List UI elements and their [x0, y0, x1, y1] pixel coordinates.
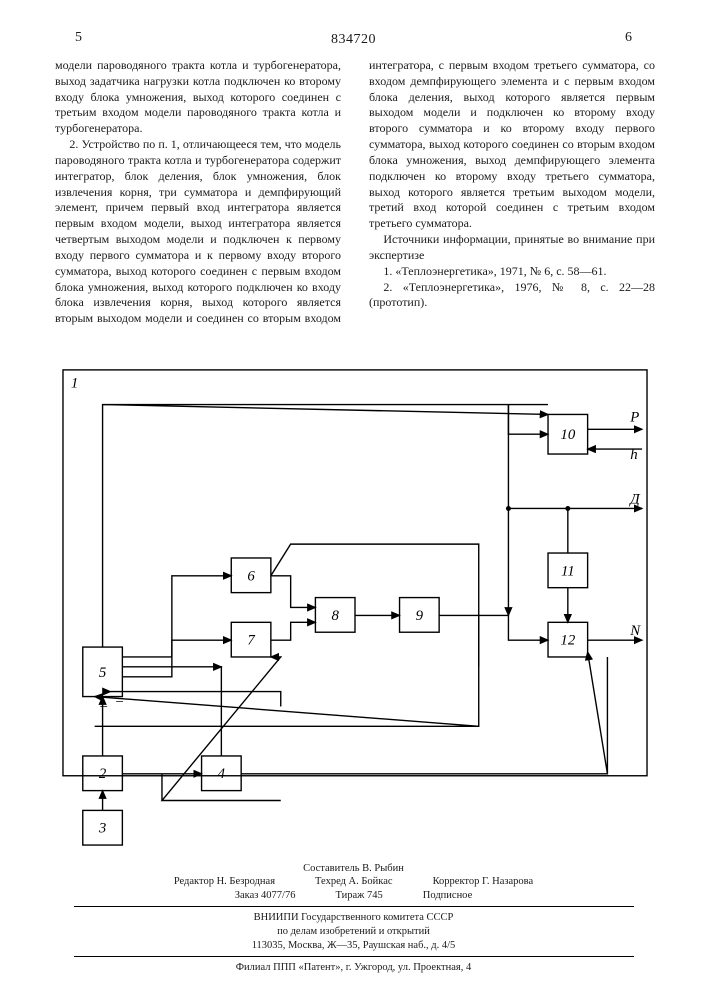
block-diagram: 123456789101112ДPhN−− [50, 360, 660, 850]
svg-text:1: 1 [71, 376, 78, 392]
svg-text:h: h [630, 447, 637, 463]
svg-text:2: 2 [99, 766, 107, 782]
imprint-editor: Редактор Н. Безродная [174, 875, 275, 889]
svg-text:6: 6 [247, 568, 255, 584]
imprint-corrector: Корректор Г. Назарова [433, 875, 534, 889]
patent-number: 834720 [0, 32, 707, 48]
svg-text:12: 12 [560, 633, 575, 649]
svg-text:7: 7 [247, 633, 255, 649]
imprint: Составитель В. Рыбин Редактор Н. Безродн… [0, 862, 707, 975]
imprint-sub: Подписное [423, 889, 472, 903]
svg-text:4: 4 [218, 766, 226, 782]
imprint-order: Заказ 4077/76 [235, 889, 296, 903]
svg-text:P: P [629, 409, 639, 425]
imprint-compiler: Составитель В. Рыбин [0, 862, 707, 876]
imprint-org1: ВНИИПИ Государственного комитета СССР [0, 911, 707, 925]
imprint-org2: по делам изобретений и открытий [0, 925, 707, 939]
ref-2: 2. «Теплоэнергетика», 1976, № 8, с. 22—2… [369, 280, 655, 312]
svg-text:N: N [629, 623, 641, 639]
imprint-tirage: Тираж 745 [335, 889, 382, 903]
ref-1: 1. «Теплоэнергетика», 1971, № 6, с. 58—6… [369, 264, 655, 280]
svg-text:3: 3 [98, 821, 106, 837]
refs-title: Источники информации, принятые во вниман… [369, 232, 655, 264]
svg-text:−: − [99, 699, 109, 715]
svg-text:8: 8 [331, 608, 339, 624]
svg-text:Д: Д [628, 492, 641, 508]
imprint-addr1: 113035, Москва, Ж—35, Раушская наб., д. … [0, 939, 707, 953]
svg-text:10: 10 [560, 427, 575, 443]
body-text: модели пароводяного тракта котла и турбо… [55, 58, 655, 327]
imprint-tech: Техред А. Бойкас [315, 875, 393, 889]
imprint-addr2: Филиал ППП «Патент», г. Ужгород, ул. Про… [0, 961, 707, 975]
svg-text:−: − [114, 694, 124, 710]
para-1: модели пароводяного тракта котла и турбо… [55, 58, 341, 137]
svg-text:5: 5 [99, 665, 106, 681]
svg-text:9: 9 [416, 608, 424, 624]
svg-text:11: 11 [561, 563, 575, 579]
